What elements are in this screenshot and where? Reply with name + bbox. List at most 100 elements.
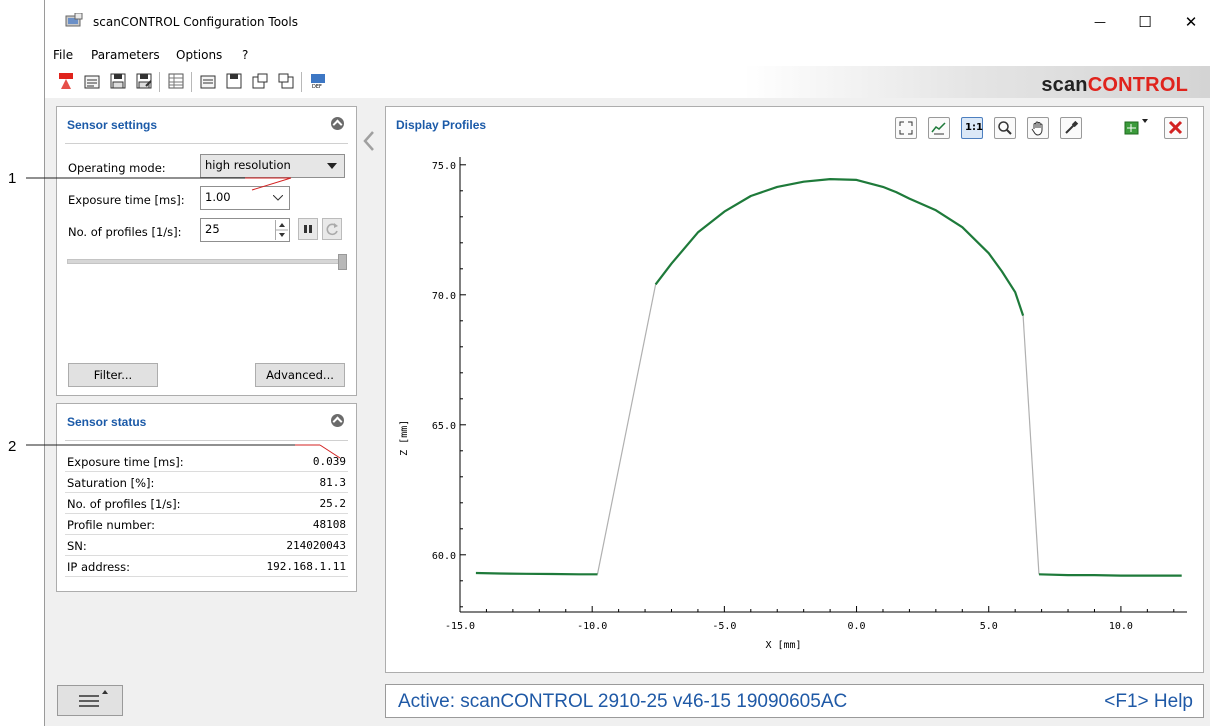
profile-segment	[1038, 573, 1182, 577]
sensor-settings-title: Sensor settings	[67, 118, 158, 132]
zoom-button[interactable]	[994, 117, 1016, 139]
display-profiles-title: Display Profiles	[396, 118, 487, 132]
status-value: 25.2	[319, 497, 347, 510]
help-link[interactable]: <F1> Help	[1104, 691, 1193, 712]
sensor-status-title: Sensor status	[67, 415, 147, 429]
save-settings-icon[interactable]	[225, 72, 243, 90]
profile-segment	[654, 177, 1025, 316]
auto-scale-button[interactable]	[928, 117, 950, 139]
pan-button[interactable]	[1027, 117, 1049, 139]
status-value: 0.039	[312, 455, 346, 468]
slider-track	[67, 259, 347, 264]
close-button[interactable]: ✕	[1184, 13, 1198, 31]
pause-button[interactable]	[298, 218, 318, 240]
fit-view-button[interactable]	[895, 117, 917, 139]
profiles-slider[interactable]	[67, 254, 347, 270]
status-row: Profile number: 48108	[65, 514, 348, 535]
save-icon[interactable]	[109, 72, 127, 90]
open-icon[interactable]	[83, 72, 101, 90]
record-icon	[1124, 119, 1148, 135]
status-value: 48108	[312, 518, 346, 531]
sensor-icon[interactable]	[57, 72, 75, 90]
clear-button[interactable]	[1164, 117, 1188, 139]
scancontrol-logo: scanCONTROL	[1041, 74, 1188, 96]
status-key: IP address:	[67, 560, 131, 574]
window-title: scanCONTROL Configuration Tools	[93, 15, 298, 29]
status-bar: Active: scanCONTROL 2910-25 v46-15 19090…	[385, 684, 1204, 718]
import-icon[interactable]	[277, 72, 295, 90]
pipette-icon	[1065, 120, 1079, 134]
pause-icon	[304, 225, 312, 233]
expand-icon	[899, 121, 913, 135]
active-sensor-text: Active: scanCONTROL 2910-25 v46-15 19090…	[398, 691, 848, 712]
toolbar: DEF scanCONTROL	[45, 66, 1210, 98]
x-tick-label: 10.0	[1109, 621, 1133, 632]
advanced-button[interactable]: Advanced...	[255, 363, 345, 387]
spin-arrows-icon[interactable]	[275, 220, 288, 240]
minimize-button[interactable]: —	[1094, 15, 1106, 29]
magnifier-icon	[998, 121, 1012, 135]
hamburger-icon	[79, 690, 108, 707]
hand-icon	[1031, 121, 1043, 136]
y-tick-label: 60.0	[432, 551, 456, 562]
profiles-value: 25	[205, 222, 220, 236]
status-key: Profile number:	[67, 518, 155, 532]
exposure-time-input[interactable]: 1.00	[200, 186, 290, 210]
toolbar-separator	[159, 72, 160, 92]
menu-parameters[interactable]: Parameters	[91, 48, 160, 62]
record-button[interactable]	[1122, 117, 1148, 139]
export-icon[interactable]	[251, 72, 269, 90]
table-icon[interactable]	[167, 72, 185, 90]
save-as-icon[interactable]	[135, 72, 153, 90]
slider-handle[interactable]	[338, 254, 347, 270]
title-bar: scanCONTROL Configuration Tools — ☐ ✕	[45, 0, 1210, 44]
delete-icon	[1168, 120, 1183, 135]
status-row: No. of profiles [1/s]: 25.2	[65, 493, 348, 514]
x-tick-label: 5.0	[980, 621, 998, 632]
menu-file[interactable]: File	[53, 48, 74, 62]
filter-button[interactable]: Filter...	[68, 363, 158, 387]
operating-mode-label: Operating mode:	[68, 161, 166, 175]
profiles-label: No. of profiles [1/s]:	[68, 225, 182, 239]
sensor-status-panel: Sensor status Exposure time [ms]: 0.039 Sa…	[56, 403, 357, 592]
maximize-button[interactable]: ☐	[1138, 13, 1152, 31]
operating-mode-value: high resolution	[205, 158, 291, 172]
refresh-button[interactable]	[322, 218, 342, 240]
app-window: scanCONTROL Configuration Tools — ☐ ✕ Fi…	[44, 0, 1210, 726]
zoom-1-1-label: 1:1	[965, 122, 983, 133]
collapse-icon[interactable]	[331, 117, 344, 130]
load-settings-icon[interactable]	[199, 72, 217, 90]
status-key: Exposure time [ms]:	[67, 455, 184, 469]
autoscale-icon	[931, 122, 946, 135]
status-key: SN:	[67, 539, 87, 553]
collapse-icon[interactable]	[331, 414, 344, 427]
status-row: Exposure time [ms]: 0.039	[65, 451, 348, 472]
callout-1: 1	[8, 170, 17, 187]
menu-help[interactable]: ?	[242, 48, 249, 62]
zoom-1-1-button[interactable]: 1:1	[961, 117, 983, 139]
menu-options[interactable]: Options	[176, 48, 223, 62]
x-tick-label: -15.0	[445, 621, 475, 632]
status-key: Saturation [%]:	[67, 476, 155, 490]
dropdown-arrow-icon	[327, 163, 337, 169]
svg-text:DEF: DEF	[312, 84, 322, 90]
y-tick-label: 65.0	[432, 421, 456, 432]
profile-chart[interactable]: -15.0 -10.0 -5.0 0.0 5.0 10.0 60.0 65.0 70.0 75.0…	[386, 147, 1203, 667]
profile-segment	[475, 571, 598, 576]
exposure-time-label: Exposure time [ms]:	[68, 193, 185, 207]
y-tick-label: 70.0	[432, 291, 456, 302]
main-menu-button[interactable]	[57, 685, 123, 716]
status-value: 192.168.1.11	[266, 560, 346, 573]
picker-button[interactable]	[1060, 117, 1082, 139]
profiles-spinbox[interactable]: 25	[200, 218, 290, 242]
status-row: SN: 214020043	[65, 535, 348, 556]
operating-mode-select[interactable]: high resolution	[200, 154, 345, 178]
exposure-time-value: 1.00	[205, 190, 231, 204]
divider	[65, 143, 348, 144]
status-row: IP address: 192.168.1.11	[65, 556, 348, 577]
y-tick-label: 75.0	[432, 161, 456, 172]
x-axis-label: X [mm]	[765, 640, 801, 651]
chevron-left-icon[interactable]	[362, 130, 376, 152]
status-value: 214020043	[286, 539, 346, 552]
default-icon[interactable]: DEF	[309, 72, 327, 90]
